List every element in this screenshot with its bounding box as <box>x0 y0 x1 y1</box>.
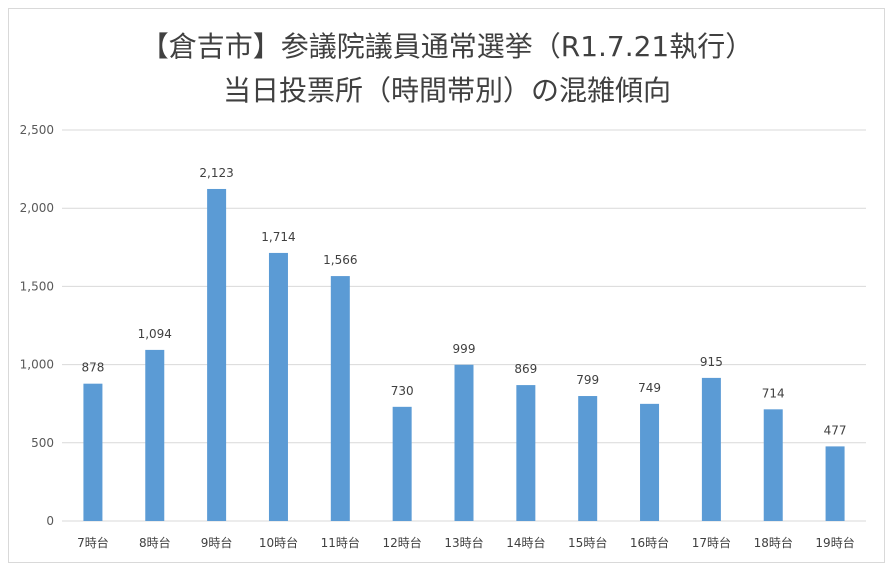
bar <box>145 349 165 521</box>
y-tick-label: 500 <box>31 436 54 450</box>
data-label: 1,566 <box>323 253 357 267</box>
x-tick-label: 18時台 <box>754 535 793 550</box>
chart-title: 【倉吉市】参議院議員通常選挙（R1.7.21執行） <box>140 30 754 63</box>
x-tick-label: 12時台 <box>383 535 422 550</box>
data-label: 714 <box>762 386 785 400</box>
x-tick-label: 9時台 <box>201 535 233 550</box>
bar <box>516 385 536 521</box>
bar <box>763 409 783 521</box>
bar <box>83 383 103 521</box>
y-tick-label: 0 <box>46 514 54 528</box>
y-tick-label: 1,500 <box>20 279 54 293</box>
bar <box>640 403 660 521</box>
chart-subtitle: 当日投票所（時間帯別）の混雑傾向 <box>222 74 671 107</box>
x-tick-label: 16時台 <box>630 535 669 550</box>
data-label: 730 <box>391 384 414 398</box>
data-labels: 878 1,094 2,123 1,714 1,566 730 999 869 799 749 91… <box>81 166 846 437</box>
data-label: 2,123 <box>199 166 233 180</box>
data-label: 999 <box>453 342 476 356</box>
data-label: 1,714 <box>261 230 295 244</box>
data-label: 749 <box>638 381 661 395</box>
y-tick-label: 1,000 <box>20 358 54 372</box>
x-axis-ticks: 7時台 8時台 9時台 10時台 11時台 12時台 13時台 14時台 15時台 16時台 17時… <box>77 535 855 550</box>
bar <box>268 252 288 521</box>
bar <box>207 188 227 521</box>
bar <box>578 396 598 521</box>
data-label: 477 <box>824 423 847 437</box>
x-tick-label: 14時台 <box>506 535 545 550</box>
y-tick-label: 2,500 <box>20 123 54 137</box>
x-tick-label: 19時台 <box>815 535 854 550</box>
data-label: 869 <box>514 362 537 376</box>
x-tick-label: 11時台 <box>321 535 360 550</box>
data-label: 878 <box>81 361 104 375</box>
bar <box>454 364 474 521</box>
bar <box>825 446 845 521</box>
bar <box>330 276 350 521</box>
data-label: 1,094 <box>138 327 172 341</box>
bar <box>392 406 412 521</box>
y-axis-ticks: 0 500 1,000 1,500 2,000 2,500 <box>20 123 54 528</box>
bar <box>701 377 721 521</box>
x-tick-label: 10時台 <box>259 535 298 550</box>
data-label: 915 <box>700 355 723 369</box>
x-tick-label: 15時台 <box>568 535 607 550</box>
bars <box>83 188 845 521</box>
x-tick-label: 8時台 <box>139 535 171 550</box>
y-tick-label: 2,000 <box>20 201 54 215</box>
x-tick-label: 7時台 <box>77 535 109 550</box>
x-tick-label: 17時台 <box>692 535 731 550</box>
x-tick-label: 13時台 <box>444 535 483 550</box>
data-label: 799 <box>576 373 599 387</box>
